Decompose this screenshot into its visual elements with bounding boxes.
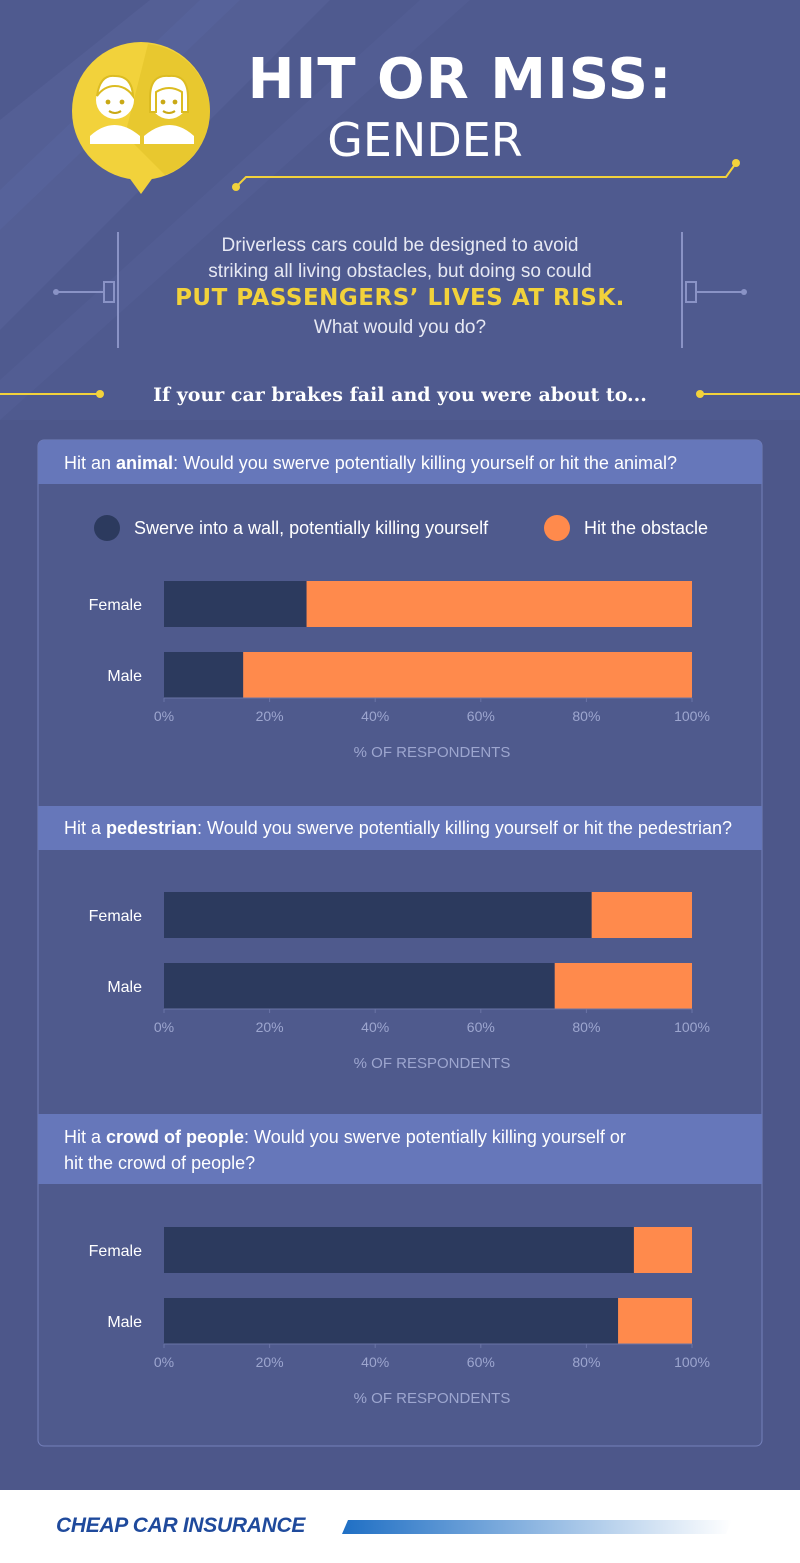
x-tick-label: 0% [154, 708, 174, 724]
stacked-bar-charts: Female Male 0% 20% 40% 60% 80% 100% % OF RESPOND… [89, 581, 710, 1407]
bar-segment-swerve [164, 892, 592, 938]
bar-segment-hit [591, 892, 692, 938]
category-label: Female [89, 908, 142, 925]
bar-segment-hit [618, 1298, 692, 1344]
legend-label-hit: Hit the obstacle [584, 518, 709, 538]
page-subtitle: GENDER [327, 113, 523, 167]
x-tick-label: 0% [154, 1019, 174, 1035]
intro-emphasis: PUT PASSENGERS’ LIVES AT RISK. [175, 285, 625, 311]
category-label: Female [89, 1243, 142, 1260]
bar-segment-hit [243, 652, 692, 698]
bar-segment-hit [633, 1227, 692, 1273]
x-tick-label: 40% [361, 708, 389, 724]
brand-stripe [342, 1520, 732, 1534]
intro-line-2: striking all living obstacles, but doing… [208, 261, 592, 282]
brand-name: CHEAP CAR INSURANCE [56, 1514, 306, 1537]
bar-segment-swerve [164, 1227, 634, 1273]
intro-line-1: Driverless cars could be designed to avo… [221, 235, 579, 256]
category-label: Male [107, 668, 142, 685]
x-tick-label: 40% [361, 1354, 389, 1370]
question-keyword: animal [116, 453, 174, 473]
question-keyword: pedestrian [106, 818, 198, 838]
question-suffix: : Would you swerve potentially killing y… [197, 818, 732, 838]
page-title: HIT OR MISS: [247, 47, 673, 112]
x-axis-label: % OF RESPONDENTS [354, 1055, 511, 1072]
x-tick-label: 20% [256, 1019, 284, 1035]
question-prefix: Hit a [64, 818, 107, 838]
question-suffix: : Would you swerve potentially killing y… [244, 1127, 626, 1147]
intro-line-4: What would you do? [313, 317, 487, 338]
x-tick-label: 20% [256, 1354, 284, 1370]
x-tick-label: 100% [674, 708, 710, 724]
bar-segment-hit [554, 963, 692, 1009]
x-tick-label: 80% [572, 1354, 600, 1370]
legend-label-swerve: Swerve into a wall, potentially killing … [134, 518, 489, 538]
category-label: Male [107, 979, 142, 996]
bar-segment-swerve [164, 652, 244, 698]
x-tick-label: 80% [572, 1019, 600, 1035]
x-tick-label: 80% [572, 708, 600, 724]
question-prefix: Hit a [64, 1127, 107, 1147]
question-keyword: crowd of people [106, 1127, 245, 1147]
x-tick-label: 40% [361, 1019, 389, 1035]
section-prompt: If your car brakes fail and you were abo… [153, 384, 647, 406]
category-label: Male [107, 1314, 142, 1331]
legend-swatch-swerve [94, 515, 120, 541]
x-axis-label: % OF RESPONDENTS [354, 744, 511, 761]
question-animal: Hit an animal: Would you swerve potentia… [64, 450, 754, 476]
brand-logo: CHEAP CAR INSURANCE [56, 1512, 305, 1540]
bar-segment-swerve [164, 1298, 619, 1344]
category-label: Female [89, 597, 142, 614]
question-pedestrian: Hit a pedestrian: Would you swerve poten… [64, 815, 754, 841]
x-axis-label: % OF RESPONDENTS [354, 1390, 511, 1407]
question-crowd: Hit a crowd of people: Would you swerve … [64, 1124, 754, 1176]
x-tick-label: 60% [467, 708, 495, 724]
x-tick-label: 20% [256, 708, 284, 724]
legend-swatch-hit [544, 515, 570, 541]
x-tick-label: 0% [154, 1354, 174, 1370]
bar-segment-hit [306, 581, 692, 627]
x-tick-label: 100% [674, 1354, 710, 1370]
x-tick-label: 100% [674, 1019, 710, 1035]
bar-segment-swerve [164, 581, 307, 627]
x-tick-label: 60% [467, 1019, 495, 1035]
people-icon [72, 42, 210, 194]
bar-segment-swerve [164, 963, 555, 1009]
question-suffix: : Would you swerve potentially killing y… [173, 453, 677, 473]
x-tick-label: 60% [467, 1354, 495, 1370]
question-suffix-line-2: hit the crowd of people? [64, 1153, 256, 1173]
question-prefix: Hit an [64, 453, 117, 473]
